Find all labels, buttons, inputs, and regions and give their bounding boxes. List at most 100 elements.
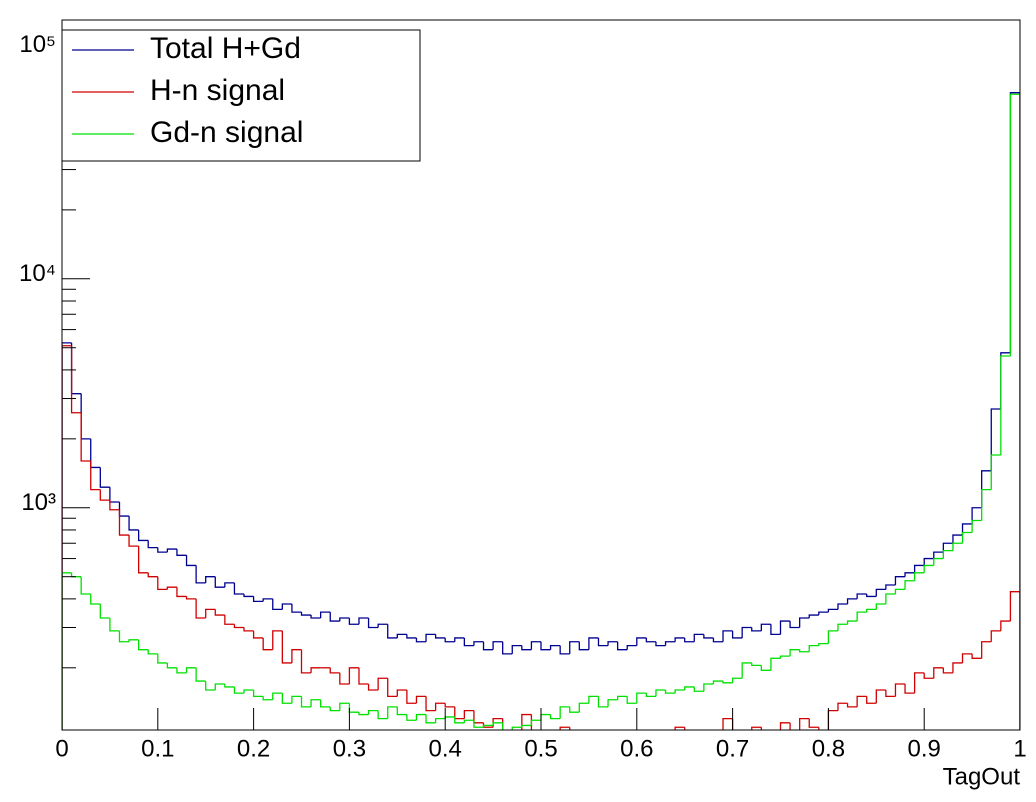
histogram-bin — [511, 644, 522, 654]
histogram-bin — [415, 695, 427, 704]
histogram-bin — [176, 587, 187, 598]
histogram-bin — [971, 507, 982, 524]
legend-box — [61, 29, 421, 162]
histogram-bin — [549, 644, 561, 650]
histogram-bin — [731, 630, 743, 639]
histogram-bin — [559, 706, 570, 719]
histogram-bin — [799, 617, 810, 628]
histogram-bin — [616, 695, 628, 700]
histogram-bin — [166, 548, 177, 553]
histogram-bin — [185, 667, 197, 673]
histogram-bin — [415, 637, 427, 643]
x-tick-label: 0.8 — [812, 735, 845, 762]
histogram-bin — [99, 489, 110, 501]
histogram-bin — [195, 565, 206, 584]
x-tick-label: 0.7 — [716, 735, 749, 762]
histogram-bin — [310, 667, 321, 673]
histogram-bin — [185, 555, 197, 567]
histogram-bin — [243, 627, 254, 632]
histogram-bin — [233, 624, 245, 629]
histogram-bin — [406, 634, 417, 639]
histogram-bin — [62, 572, 72, 730]
histogram-bin — [923, 557, 934, 566]
x-axis-label: TagOut — [943, 763, 1021, 790]
histogram-bin — [818, 611, 829, 616]
histogram-bin — [837, 603, 848, 610]
histogram-bin — [779, 722, 791, 730]
histogram-bin — [779, 620, 791, 635]
histogram-bin — [511, 726, 522, 730]
histogram-bin — [358, 667, 369, 685]
histogram-bin — [770, 624, 781, 635]
histogram-bin — [70, 345, 82, 414]
histogram-bin — [521, 724, 532, 728]
histogram-bin — [1000, 620, 1011, 631]
histogram-bin — [597, 637, 609, 647]
histogram-bin — [674, 637, 685, 642]
histogram-bin — [645, 693, 656, 698]
histogram-bin — [856, 695, 867, 707]
x-tick-label: 0.4 — [429, 735, 462, 762]
histogram-bin — [703, 683, 714, 692]
histogram-bin — [875, 588, 886, 597]
histogram-bin — [166, 662, 177, 669]
histogram-bin — [185, 596, 197, 600]
histogram-bin — [616, 641, 628, 651]
histogram-bin — [99, 467, 110, 488]
histogram-bin — [779, 655, 791, 659]
histogram-bin — [731, 677, 743, 683]
histogram-bin — [789, 621, 800, 629]
histogram-bin — [961, 523, 973, 536]
histogram-bin — [147, 649, 158, 655]
histogram-bin — [961, 653, 973, 663]
histogram-bin — [205, 681, 216, 691]
histogram-bin — [396, 706, 407, 716]
x-tick-label: 0.3 — [333, 735, 366, 762]
histogram-bin — [482, 724, 494, 728]
histogram-bin — [751, 662, 762, 666]
histogram-bin — [856, 593, 867, 599]
histogram-bin — [118, 509, 130, 536]
histogram-bin — [205, 576, 216, 583]
histogram-bin — [741, 662, 752, 679]
histogram-bin — [157, 547, 168, 553]
histogram-bin — [377, 623, 388, 628]
histogram-bin — [109, 618, 120, 632]
histogram-bin — [684, 637, 695, 643]
histogram-bin — [942, 542, 953, 553]
x-tick-label: 0.1 — [141, 735, 174, 762]
histogram-bin — [808, 614, 819, 619]
histogram-bin — [339, 702, 350, 711]
histogram-bin — [291, 695, 302, 704]
y-tick-label: 10⁵ — [19, 31, 56, 58]
histogram-bin — [655, 641, 666, 647]
histogram-bin — [463, 719, 474, 723]
histogram-bin — [703, 634, 714, 639]
histogram-bin — [367, 709, 379, 715]
histogram-bin — [320, 611, 331, 619]
histogram-bin — [530, 719, 541, 726]
histogram-bin — [712, 637, 724, 643]
histogram-bin — [981, 488, 992, 521]
histogram-bin — [300, 612, 312, 616]
histogram-bin — [444, 637, 455, 643]
histogram-bin — [262, 696, 273, 701]
histogram-bin — [645, 637, 656, 643]
histogram-bin — [224, 615, 235, 625]
y-tick-label: 10³ — [21, 489, 56, 516]
histogram-bin — [664, 689, 676, 694]
histogram-bin — [387, 678, 398, 698]
histogram-bin — [502, 641, 513, 655]
histogram-bin — [990, 408, 1001, 471]
histogram-bin — [1000, 355, 1011, 456]
histogram-bin — [952, 534, 963, 544]
histogram-bin — [597, 696, 609, 708]
histogram-bin — [827, 608, 838, 613]
histogram-bin — [693, 686, 704, 692]
histogram-bin — [655, 689, 666, 697]
histogram-bin — [252, 596, 264, 603]
histogram-bin — [961, 531, 973, 544]
histogram-bin — [674, 726, 685, 730]
histogram-bin — [387, 624, 398, 639]
histogram-bin — [607, 641, 618, 646]
